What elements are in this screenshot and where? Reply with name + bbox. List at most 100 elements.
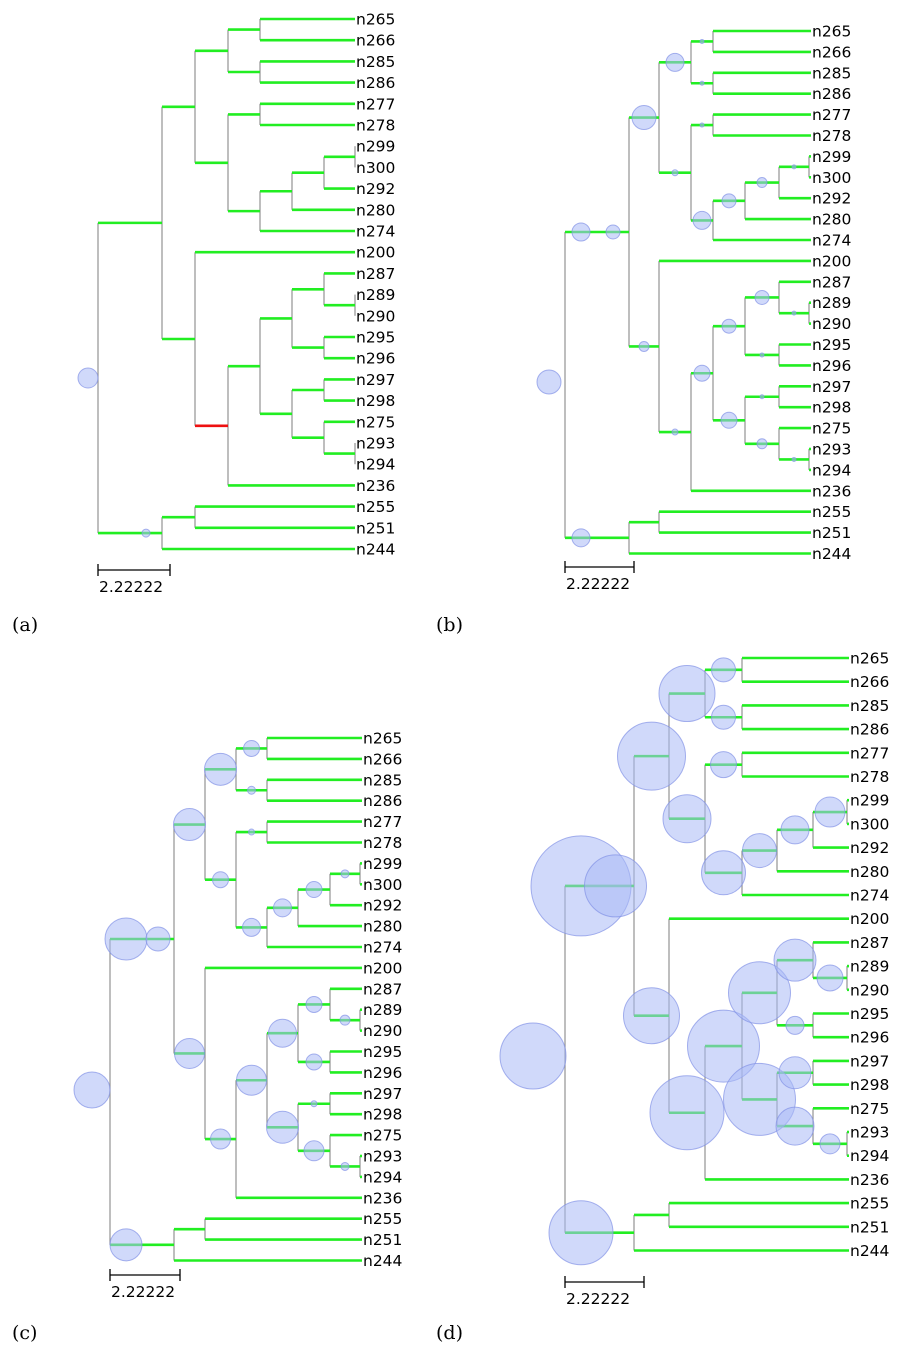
leaf-label-n236: n236 — [363, 1189, 402, 1207]
leaf-label-n266: n266 — [812, 43, 851, 61]
leaf-label-n300: n300 — [356, 159, 395, 177]
tree-panel-d: n265 n266 n285 n286 n277 n278 n299 n300 n292 n280… — [449, 630, 898, 1310]
node-bubble-D — [658, 665, 716, 723]
leaf-label-n266: n266 — [356, 32, 395, 50]
leaf-label-n292: n292 — [363, 897, 402, 915]
leaf-label-n299: n299 — [812, 148, 851, 166]
leaf-label-n294: n294 — [850, 1147, 889, 1165]
node-bubble-M — [623, 987, 680, 1045]
leaf-label-n289: n289 — [850, 958, 889, 976]
node-bubbles — [536, 38, 797, 548]
leaf-label-n295: n295 — [363, 1043, 402, 1061]
leaf-label-n295: n295 — [356, 329, 395, 347]
tree-diagram-a: n265 n266 n285 n286 n277 n278 n299 n300 n292 n280… — [77, 11, 395, 596]
node-bubble-K — [756, 177, 768, 189]
node-bubble-X — [109, 1228, 143, 1262]
node-bubble-J — [742, 833, 777, 869]
leaf-label-n294: n294 — [363, 1168, 402, 1186]
leaf-label-n280: n280 — [363, 918, 402, 936]
node-bubble-W — [340, 1161, 350, 1171]
node-bubble-B — [145, 926, 171, 952]
leaf-label-n287: n287 — [850, 934, 889, 952]
node-bubble-Lz — [340, 869, 350, 879]
node-bubble-J — [273, 898, 292, 918]
leaf-label-n277: n277 — [850, 744, 889, 762]
node-bubble-R — [816, 964, 844, 992]
node-bubble-K — [780, 815, 810, 845]
leaf-label-n200: n200 — [363, 959, 402, 977]
leaf-label-n289: n289 — [812, 294, 851, 312]
caption-b: (b) — [436, 614, 463, 636]
scale-bar: 2.22222 — [564, 1276, 645, 1308]
leaf-label-n265: n265 — [850, 650, 889, 668]
node-bubble-H — [699, 122, 705, 128]
node-bubble-T — [723, 1062, 796, 1136]
leaf-label-n274: n274 — [363, 939, 402, 957]
node-bubble-S — [785, 1015, 805, 1035]
leaf-label-n286: n286 — [363, 792, 402, 810]
node-bubble-P — [721, 318, 737, 334]
node-bubble-N — [649, 1075, 725, 1151]
leaf-label-n277: n277 — [812, 106, 851, 124]
node-bubble-M — [174, 1037, 205, 1069]
node-bubble-F — [699, 80, 705, 86]
leaf-label-n292: n292 — [850, 839, 889, 857]
leaf-label-n266: n266 — [850, 673, 889, 691]
node-bubble-V — [756, 438, 768, 450]
leaf-label-n293: n293 — [363, 1148, 402, 1166]
node-bubble-W — [791, 456, 797, 462]
root-bubble — [73, 1071, 111, 1109]
leaf-label-n296: n296 — [812, 357, 851, 375]
tree-diagram-d: n265 n266 n285 n286 n277 n278 n299 n300 n292 n280… — [499, 650, 889, 1308]
tree-edges — [565, 29, 811, 555]
leaf-label-n275: n275 — [363, 1127, 402, 1145]
node-bubble-H — [248, 828, 255, 836]
leaf-label-n286: n286 — [850, 721, 889, 739]
leaf-label-n265: n265 — [356, 11, 395, 29]
node-bubble-I — [701, 850, 746, 896]
leaf-label-n296: n296 — [363, 1064, 402, 1082]
leaf-label-n290: n290 — [812, 315, 851, 333]
leaf-label-n287: n287 — [363, 980, 402, 998]
leaf-label-n275: n275 — [356, 413, 395, 431]
node-bubble-E — [243, 739, 260, 757]
leaf-label-n277: n277 — [363, 813, 402, 831]
leaf-label-n293: n293 — [812, 441, 851, 459]
tree-edges — [98, 17, 355, 551]
leaf-label-n278: n278 — [363, 834, 402, 852]
node-bubble-D — [665, 52, 685, 72]
root-bubble — [536, 369, 562, 395]
node-bubble-W — [819, 1133, 841, 1155]
tree-diagram-b: n265 n266 n285 n286 n277 n278 n299 n300 n292 n280… — [536, 23, 851, 593]
leaf-label-n293: n293 — [356, 435, 395, 453]
leaf-label-n236: n236 — [812, 482, 851, 500]
node-bubble-T — [720, 411, 738, 429]
leaf-label-n255: n255 — [812, 503, 851, 521]
node-bubble-O — [236, 1064, 267, 1096]
root-bubble — [499, 1022, 567, 1090]
leaf-label-n298: n298 — [356, 392, 395, 410]
leaf-label-n292: n292 — [356, 180, 395, 198]
leaf-label-n295: n295 — [812, 336, 851, 354]
tree-panel-c: n265 n266 n285 n286 n277 n278 n299 n300 n292 n280… — [0, 700, 449, 1310]
leaf-label-n255: n255 — [363, 1210, 402, 1228]
node-bubble-H — [710, 751, 737, 779]
leaf-label-n285: n285 — [363, 771, 402, 789]
leaf-labels: n265 n266 n285 n286 n277 n278 n299 n300 n292 n280… — [356, 11, 395, 559]
leaf-label-n275: n275 — [812, 420, 851, 438]
leaf-label-n265: n265 — [812, 23, 851, 41]
scale-bar: 2.22222 — [564, 561, 635, 593]
leaf-label-n298: n298 — [850, 1076, 889, 1094]
leaf-label-n299: n299 — [363, 855, 402, 873]
node-bubble-K — [305, 881, 323, 899]
scale-bar-label: 2.22222 — [566, 575, 630, 593]
leaf-label-n287: n287 — [356, 265, 395, 283]
leaf-label-n299: n299 — [356, 138, 395, 156]
node-bubble-I — [692, 210, 712, 230]
leaf-label-n295: n295 — [850, 1005, 889, 1023]
node-bubble-O — [687, 1009, 760, 1083]
leaf-label-n200: n200 — [850, 910, 889, 928]
leaf-label-n299: n299 — [850, 792, 889, 810]
scale-bar: 2.22222 — [97, 564, 171, 596]
node-bubble-B — [605, 224, 621, 240]
